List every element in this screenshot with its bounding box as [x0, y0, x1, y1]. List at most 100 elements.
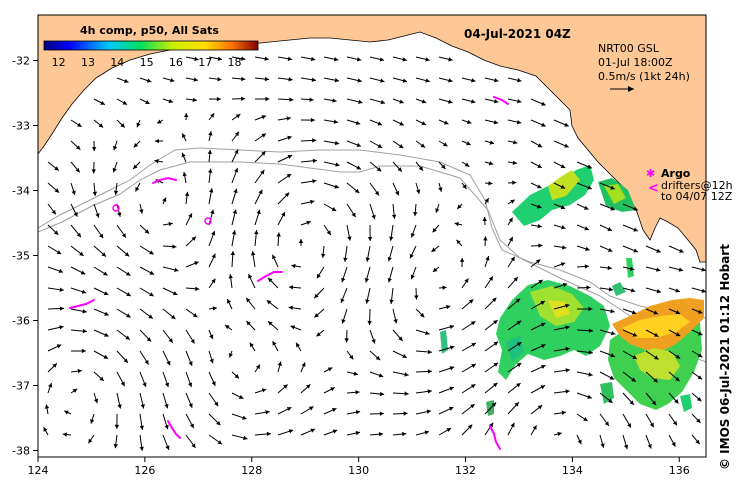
current-vector-head: [332, 429, 338, 434]
current-vector-head: [443, 142, 448, 147]
current-vector-head: [389, 236, 394, 241]
current-vector-head: [675, 310, 681, 315]
current-vector-head: [398, 144, 404, 149]
drifter-track: [152, 176, 177, 184]
current-vector-head: [540, 301, 545, 305]
current-vector-head: [305, 384, 311, 389]
current-vector-head: [632, 332, 638, 337]
current-vector-head: [493, 320, 498, 325]
current-vector-head: [367, 320, 372, 325]
current-vector-head: [697, 353, 703, 358]
current-vector-head: [435, 208, 440, 213]
plot-frame: [37, 14, 707, 458]
current-vector-head: [565, 325, 570, 330]
current-vector-head: [168, 98, 174, 104]
current-vector-head: [587, 394, 592, 399]
current-vector-head: [209, 188, 214, 193]
current-vector-head: [607, 226, 612, 231]
current-vector-head: [630, 288, 636, 293]
current-vector-head: [184, 191, 190, 197]
current-vector-head: [79, 251, 84, 256]
current-vector-head: [59, 325, 64, 330]
current-vector-head: [248, 274, 253, 279]
current-vector-head: [265, 410, 270, 415]
current-vector-head: [564, 122, 569, 127]
current-vector-head: [284, 192, 290, 198]
current-vector-head: [537, 163, 542, 168]
current-vector-head: [207, 149, 213, 155]
current-vector-head: [212, 306, 217, 311]
current-vector-head: [355, 410, 361, 415]
current-vector-head: [586, 285, 591, 290]
current-vector-head: [242, 415, 247, 420]
current-vector-head: [421, 99, 427, 104]
current-vector-head: [482, 216, 487, 222]
current-vector-head: [491, 402, 497, 407]
current-vector-head: [560, 184, 566, 189]
lon-tick-label: 128: [241, 464, 262, 477]
current-vector-head: [162, 197, 167, 203]
current-vector-head: [538, 243, 543, 248]
current-vector-head: [393, 319, 398, 324]
current-vector-head: [120, 123, 125, 128]
current-vector-head: [364, 278, 370, 283]
current-vector-head: [541, 344, 546, 349]
current-vector-head: [583, 205, 589, 210]
current-vector-head: [209, 334, 214, 340]
current-vector-head: [355, 430, 361, 436]
current-vector-head: [191, 236, 196, 241]
current-vector-head: [264, 56, 269, 61]
current-vector-head: [374, 190, 379, 196]
current-time-label: 01-Jul 18:00Z: [598, 56, 673, 69]
current-vector-head: [192, 97, 197, 103]
longitude-axis: 124 126 128 130 132 134 136: [28, 457, 690, 477]
current-vector-head: [537, 184, 542, 189]
current-vector-head: [288, 305, 293, 310]
current-vector-head: [217, 76, 222, 82]
current-vector-head: [540, 385, 546, 390]
current-vector-head: [255, 364, 261, 370]
current-vector-head: [425, 57, 430, 62]
current-vector-head: [399, 121, 404, 126]
current-vector-head: [508, 217, 513, 223]
current-vector-head: [241, 96, 246, 101]
current-vector-head: [113, 190, 119, 195]
current-vector-head: [540, 322, 546, 327]
current-vector-head: [632, 355, 637, 359]
current-vector-head: [276, 232, 281, 237]
current-vector-head: [181, 152, 186, 158]
current-vector-head: [188, 382, 193, 388]
colorbar-title: 4h comp, p50, All Sats: [80, 24, 219, 37]
current-vector-head: [225, 325, 230, 330]
current-vector-head: [349, 354, 354, 360]
current-vector-head: [427, 349, 432, 355]
current-vector-head: [99, 376, 104, 381]
current-vector-head: [288, 285, 294, 290]
current-vector-head: [287, 135, 292, 140]
current-vector-head: [260, 169, 265, 175]
drifter-legend-label-1: drifters@12h: [661, 179, 733, 192]
current-vector-head: [377, 121, 383, 126]
current-vector-head: [211, 381, 216, 386]
current-vector-head: [470, 321, 476, 326]
current-vector-head: [194, 261, 199, 266]
colorbar-tick-label: 12: [52, 56, 66, 69]
current-vector-head: [629, 266, 635, 271]
current-vector-head: [209, 358, 214, 364]
current-vector-head: [332, 98, 337, 103]
current-vector-head: [404, 391, 409, 396]
current-vector-head: [188, 213, 193, 218]
current-vector-head: [675, 288, 680, 293]
colorbar-tick-label: 16: [169, 56, 183, 69]
current-vector-head: [308, 406, 314, 411]
current-vector-head: [117, 404, 122, 409]
current-vector-head: [675, 354, 681, 359]
current-vector-head: [471, 78, 476, 83]
argo-legend-label: Argo: [661, 167, 691, 180]
current-vector-head: [466, 141, 471, 146]
current-vector-head: [261, 388, 267, 393]
current-vector-head: [537, 143, 543, 148]
current-vector-head: [403, 411, 408, 416]
current-vector-head: [306, 220, 311, 225]
